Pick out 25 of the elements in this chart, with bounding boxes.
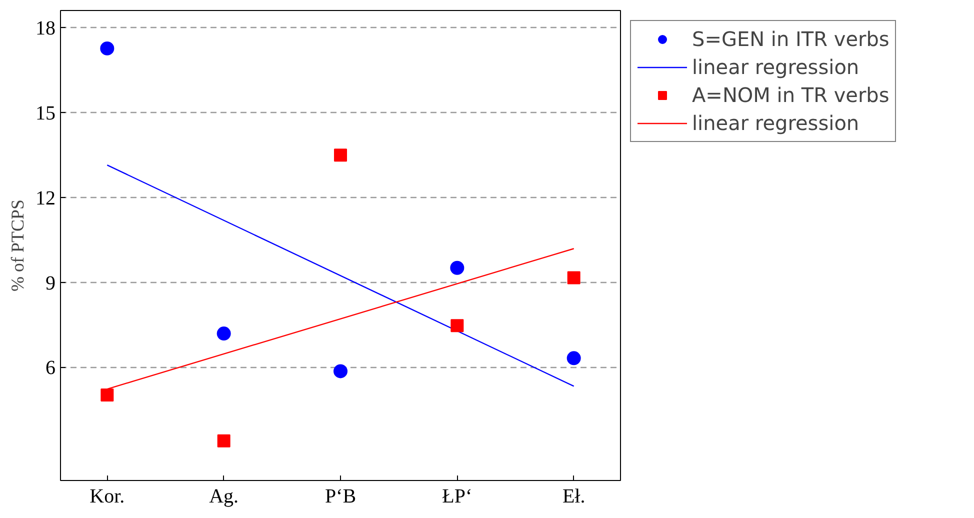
legend-label: linear regression bbox=[692, 55, 860, 79]
y-tick-label: 9 bbox=[46, 272, 56, 294]
x-tick-label: Kor. bbox=[90, 486, 125, 508]
x-tick-label: Ag. bbox=[209, 486, 239, 508]
legend-label: linear regression bbox=[692, 111, 860, 135]
point bbox=[334, 364, 348, 378]
y-axis-title: % of PTCPS bbox=[8, 199, 28, 292]
y-tick-label: 12 bbox=[36, 187, 56, 210]
point bbox=[216, 326, 231, 341]
y-tick-label: 15 bbox=[36, 102, 56, 124]
point bbox=[100, 41, 114, 56]
point bbox=[566, 351, 581, 366]
y-tick-label: 18 bbox=[36, 17, 56, 40]
y-tick-label: 6 bbox=[46, 357, 56, 380]
point bbox=[334, 148, 347, 162]
x-tick-label: Eł. bbox=[562, 486, 586, 508]
legend-label: S=GEN in ITR verbs bbox=[692, 27, 890, 51]
point bbox=[567, 271, 580, 284]
x-tick-label: ŁP‘ bbox=[442, 486, 472, 508]
legend-label: A=NOM in TR verbs bbox=[692, 83, 890, 107]
point bbox=[217, 434, 230, 448]
point bbox=[450, 319, 464, 332]
point bbox=[450, 260, 464, 275]
point bbox=[100, 388, 114, 402]
x-tick-label: P‘B bbox=[324, 486, 356, 508]
